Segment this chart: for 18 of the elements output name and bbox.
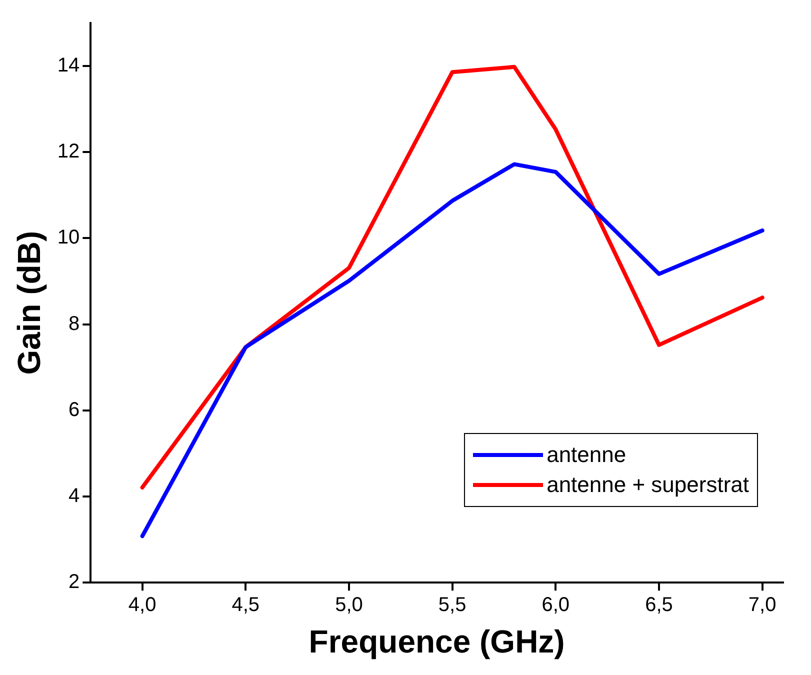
x-tick-label: 5,5 <box>438 594 466 616</box>
y-tick-label: 14 <box>57 54 80 77</box>
x-tick-label: 4,5 <box>232 594 260 616</box>
legend-label: antenne <box>546 442 626 468</box>
y-tick-label: 12 <box>57 140 80 163</box>
y-tick-label: 2 <box>68 571 80 594</box>
x-tick-label: 6,0 <box>542 594 570 616</box>
x-tick-label: 4,0 <box>128 594 156 616</box>
y-tick-label: 8 <box>68 312 80 335</box>
y-tick-label: 10 <box>57 226 80 249</box>
x-tick-label: 7,0 <box>748 594 776 616</box>
y-axis-title: Gain (dB) <box>11 230 48 375</box>
legend-label: antenne + superstrat <box>546 472 749 498</box>
x-tick-label: 6,5 <box>645 594 673 616</box>
y-tick-label: 4 <box>68 485 80 508</box>
x-tick-label: 5,0 <box>335 594 363 616</box>
y-tick-label: 6 <box>68 398 80 421</box>
x-axis-title: Frequence (GHz) <box>308 624 565 660</box>
